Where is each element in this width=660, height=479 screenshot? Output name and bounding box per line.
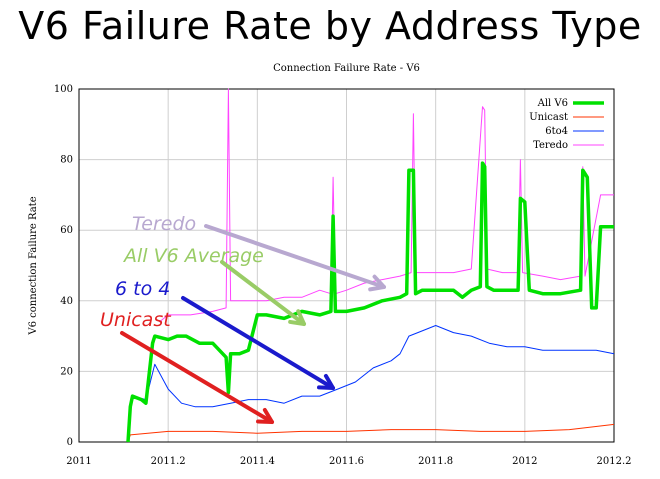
x-tick-label: 2011 bbox=[66, 456, 91, 467]
annotation-label: All V6 Average bbox=[122, 245, 264, 267]
annotation-arrow-head bbox=[368, 274, 386, 292]
y-tick-label: 0 bbox=[67, 437, 73, 448]
annotation-arrow-head bbox=[256, 407, 274, 424]
annotation-arrow-head bbox=[317, 373, 335, 390]
x-tick-label: 2011.4 bbox=[240, 456, 275, 467]
y-tick-label: 100 bbox=[54, 84, 73, 95]
chart-title: Connection Failure Rate - V6 bbox=[273, 63, 420, 74]
legend-label: All V6 bbox=[537, 98, 568, 109]
y-axis-label: V6 connection Failure Rate bbox=[28, 196, 39, 335]
series-line-unicast bbox=[127, 423, 615, 443]
series-layer bbox=[126, 88, 615, 443]
annotation-arrow-shaft bbox=[181, 296, 335, 390]
x-tick-label: 2012.2 bbox=[597, 456, 632, 467]
series-line-all-v6 bbox=[126, 161, 614, 443]
x-tick-label: 2011.8 bbox=[418, 456, 453, 467]
annotation-arrow-shaft bbox=[204, 224, 386, 289]
x-tick-label: 2011.2 bbox=[151, 456, 186, 467]
annotations-layer: Teredo All V6 Average 6 to 4 Unicast bbox=[100, 213, 386, 424]
annotation-arrow-head bbox=[288, 309, 306, 326]
legend-label: 6to4 bbox=[545, 126, 568, 137]
legend: All V6 Unicast 6to4 Teredo bbox=[529, 98, 604, 151]
plot-frame bbox=[78, 88, 615, 443]
legend-label: Teredo bbox=[533, 140, 568, 151]
ticks-layer: 2011 2011.2 2011.4 2011.6 2011.8 2012 2012.2 0 2… bbox=[54, 84, 632, 467]
series-line-teredo bbox=[158, 88, 614, 323]
y-tick-label: 20 bbox=[60, 366, 73, 377]
y-tick-label: 80 bbox=[60, 155, 73, 166]
legend-label: Unicast bbox=[529, 112, 568, 123]
annotation-arrow-shaft bbox=[220, 260, 306, 326]
slide-title: V6 Failure Rate by Address Type bbox=[18, 4, 642, 48]
annotation-label: 6 to 4 bbox=[115, 278, 170, 300]
series-line-6to4 bbox=[127, 325, 615, 443]
x-tick-label: 2012 bbox=[512, 456, 537, 467]
y-tick-label: 40 bbox=[60, 296, 73, 307]
y-tick-label: 60 bbox=[60, 225, 73, 236]
annotation-label: Unicast bbox=[100, 309, 172, 331]
annotation-label: Teredo bbox=[132, 213, 196, 235]
x-tick-label: 2011.6 bbox=[329, 456, 364, 467]
annotation-arrow-shaft bbox=[120, 331, 274, 424]
